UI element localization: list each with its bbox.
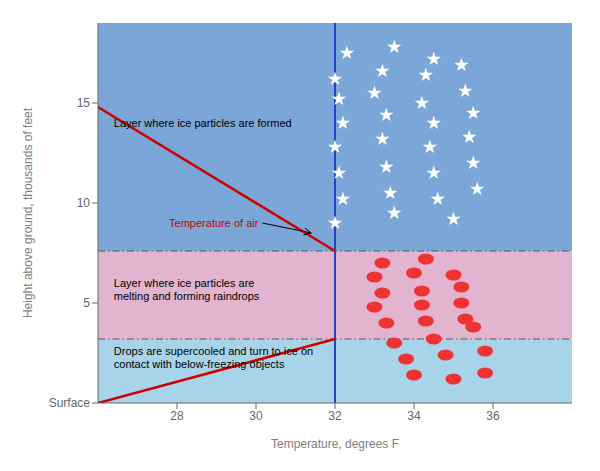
svg-text:10: 10	[77, 196, 91, 210]
svg-text:Height above ground, thousands: Height above ground, thousands of feet	[21, 107, 35, 318]
svg-text:Drops are supercooled and turn: Drops are supercooled and turn to ice on…	[114, 345, 313, 370]
svg-text:34: 34	[407, 409, 421, 423]
svg-text:Temperature of air: Temperature of air	[169, 217, 259, 229]
svg-text:5: 5	[83, 296, 90, 310]
svg-text:Layer where ice particles are: Layer where ice particles are formed	[114, 117, 292, 129]
svg-text:32: 32	[328, 409, 342, 423]
svg-text:Temperature, degrees F: Temperature, degrees F	[271, 437, 399, 451]
svg-text:Surface: Surface	[49, 396, 91, 410]
svg-text:28: 28	[170, 409, 184, 423]
svg-text:15: 15	[77, 96, 91, 110]
svg-text:36: 36	[486, 409, 500, 423]
svg-text:Layer where ice particles arem: Layer where ice particles aremelting and…	[114, 277, 260, 302]
svg-text:30: 30	[249, 409, 263, 423]
